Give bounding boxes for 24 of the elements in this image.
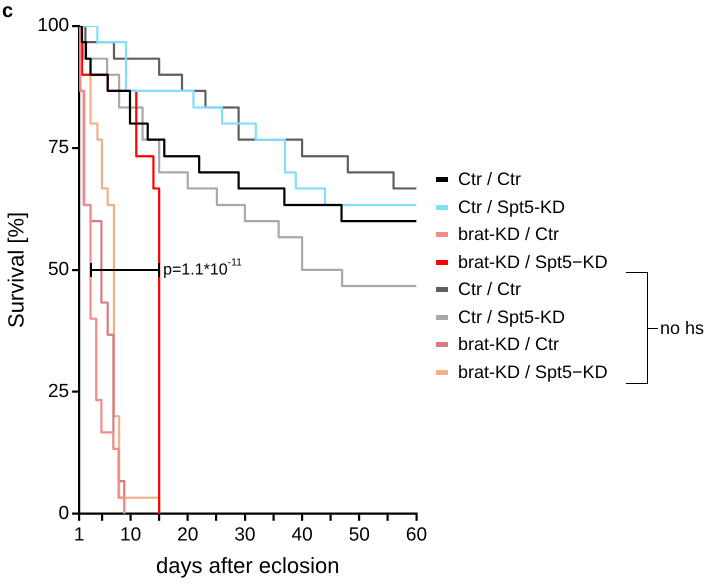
y-tick-label: 75 bbox=[48, 137, 70, 158]
legend-label: brat-KD / Spt5−KD bbox=[458, 362, 608, 383]
y-axis-title: Survival [%] bbox=[3, 212, 28, 328]
legend-label: brat-KD / Ctr bbox=[458, 334, 560, 356]
chart-title: c bbox=[2, 0, 14, 22]
y-tick-label: 100 bbox=[37, 15, 70, 36]
legend-label: Ctr / Ctr bbox=[458, 279, 521, 300]
y-tick-label: 50 bbox=[48, 259, 70, 280]
x-tick-label: 10 bbox=[120, 524, 142, 546]
x-tick-label: 30 bbox=[234, 524, 256, 546]
x-tick-label: 1 bbox=[74, 524, 84, 546]
x-tick-label: 40 bbox=[292, 524, 313, 546]
legend-label: brat-KD / Spt5−KD bbox=[458, 252, 608, 273]
legend-label: Ctr / Ctr bbox=[458, 169, 521, 190]
legend-label: Ctr / Spt5-KD bbox=[458, 306, 566, 328]
text: no hs bbox=[660, 317, 704, 339]
x-tick-label: 50 bbox=[348, 524, 370, 546]
x-tick-label: 60 bbox=[406, 524, 428, 546]
y-tick-label: 0 bbox=[58, 503, 70, 524]
x-axis-title: days after eclosion bbox=[156, 552, 340, 578]
x-tick-label: 20 bbox=[177, 524, 198, 546]
y-tick-label: 25 bbox=[48, 381, 70, 402]
legend-label: brat-KD / Ctr bbox=[458, 224, 560, 246]
legend-label: Ctr / Spt5-KD bbox=[458, 196, 566, 218]
